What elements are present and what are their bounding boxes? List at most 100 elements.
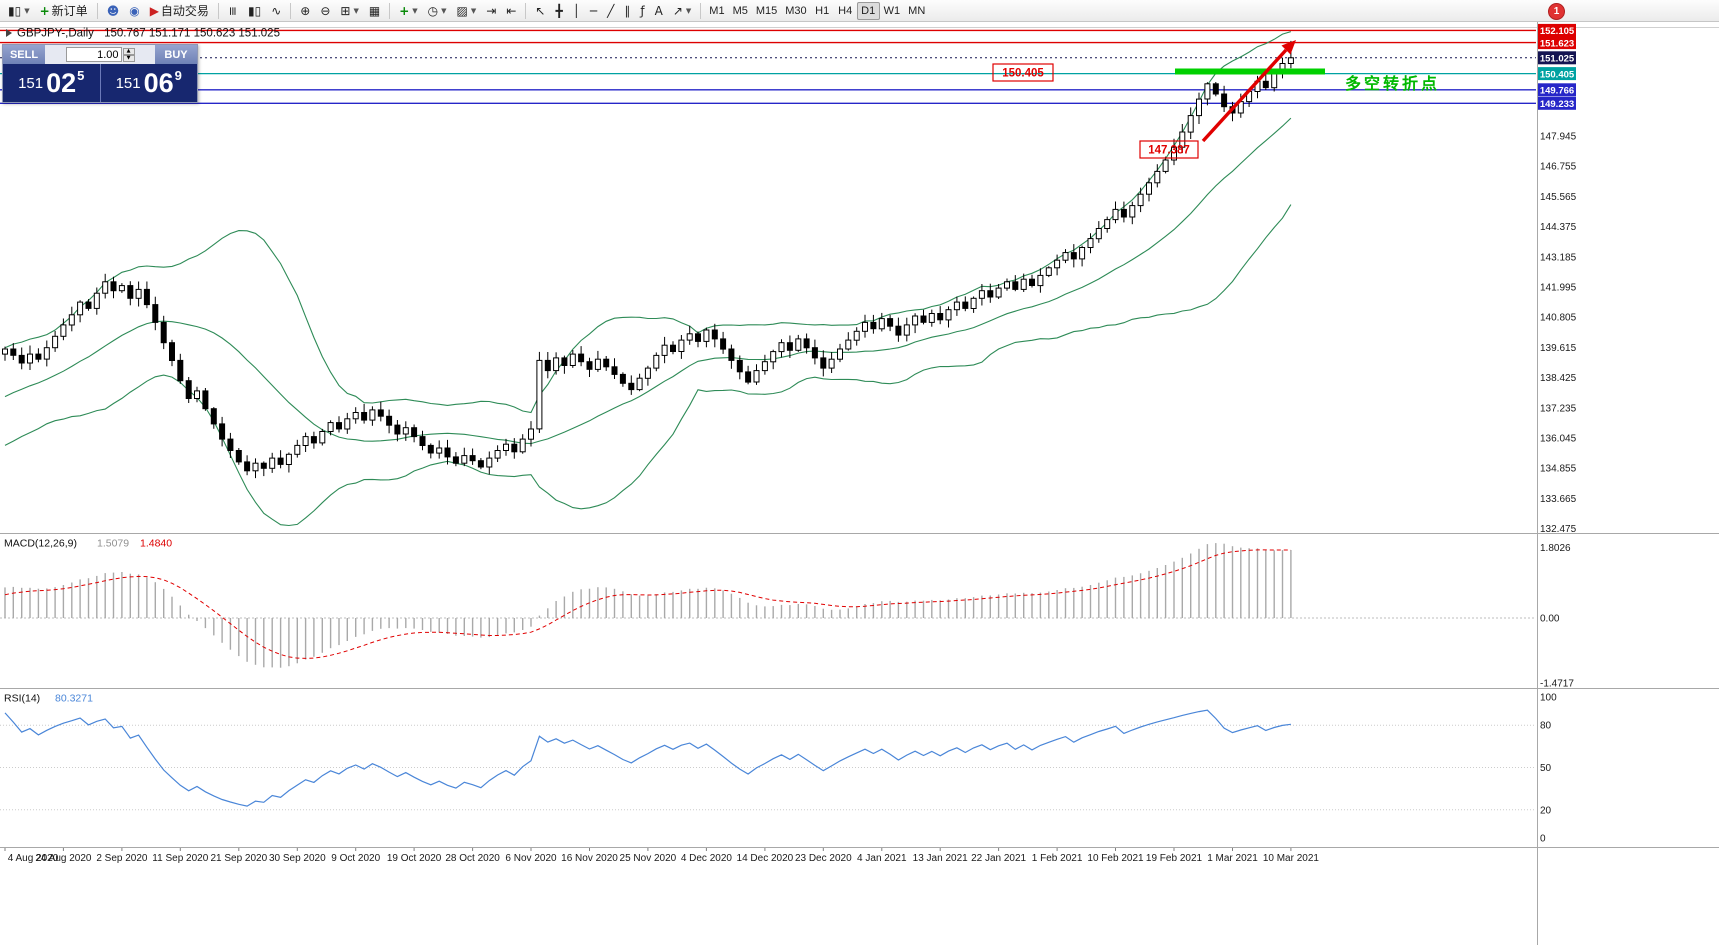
sell-price[interactable]: 151 02 5 (3, 64, 101, 102)
candle-body (1204, 83, 1211, 100)
zoom-out-button[interactable]: ⊖ (315, 1, 335, 21)
candle-body (770, 351, 777, 363)
arrange-windows-button[interactable]: ▦ (364, 1, 385, 21)
timeframe-h1-button[interactable]: H1 (811, 2, 834, 20)
toolbar-separator (525, 2, 527, 19)
candle-body (361, 412, 368, 421)
chart-window-button[interactable]: ▮▯ ▼ (3, 1, 35, 21)
price-scale-label: 139.615 (1540, 343, 1577, 354)
candle-body (1262, 80, 1269, 89)
candle-body (227, 438, 234, 452)
horizontal-line-button[interactable]: ─ (585, 1, 602, 21)
volume-up-button[interactable]: ▲ (122, 47, 135, 55)
candle-body (920, 315, 927, 323)
new-chart-button[interactable]: ⊞ ▼ (335, 1, 363, 21)
candle-body (1212, 83, 1219, 95)
timeframe-h4-button[interactable]: H4 (834, 2, 857, 20)
annotation-text: 147.387 (1148, 145, 1190, 157)
new-order-button[interactable]: + 新订单 (35, 1, 93, 21)
volume-down-button[interactable]: ▼ (122, 54, 135, 62)
periods-button[interactable]: ◷ ▼ (423, 1, 452, 21)
support-zone-bar[interactable] (1175, 68, 1325, 75)
timeframe-m15-button[interactable]: M15 (752, 2, 781, 20)
arrows-tool-button[interactable]: ↗ ▼ (668, 1, 696, 21)
candle-body (987, 290, 994, 298)
candle-body (77, 301, 84, 316)
timeframe-m5-button[interactable]: M5 (729, 2, 752, 20)
candle-body (1095, 228, 1102, 240)
candle-body (578, 353, 585, 363)
ohlc-text: 150.767 151.171 150.623 151.025 (104, 28, 280, 40)
macd-scale-label: 0.00 (1540, 614, 1560, 625)
autoscroll-button[interactable]: ⇥ (481, 1, 501, 21)
timeframe-m1-button[interactable]: M1 (705, 2, 728, 20)
templates-button[interactable]: ▨ ▼ (452, 1, 482, 21)
candle-body (185, 380, 192, 400)
timeframe-m30-button[interactable]: M30 (781, 2, 810, 20)
buy-price[interactable]: 151 06 9 (101, 64, 198, 102)
fibonacci-button[interactable]: ƒ (635, 1, 649, 21)
volume-stepper: ▲ ▼ (122, 47, 135, 62)
candle-body (427, 444, 434, 454)
line-chart-button[interactable]: ∿ (266, 1, 286, 21)
rsi-scale-label: 50 (1540, 763, 1552, 774)
toolbar-separator (389, 2, 391, 19)
price-marker-box (1538, 23, 1576, 37)
autotrading-play-icon: ▶ (149, 3, 159, 18)
candle-body (1070, 252, 1077, 260)
trendline-icon: ╱ (607, 3, 615, 18)
accounts-button[interactable]: ☻ (102, 1, 125, 21)
buy-price-pips: 06 (143, 67, 174, 98)
timeframe-w1-button[interactable]: W1 (880, 2, 905, 20)
rsi-scale-label: 100 (1540, 693, 1557, 704)
crosshair-button[interactable]: ╋ (550, 1, 567, 21)
candle-body (60, 324, 67, 337)
candle-body (1162, 159, 1169, 172)
dropdown-caret-icon: ▼ (353, 6, 359, 15)
template-icon: ▨ (456, 3, 468, 18)
trend-arrow[interactable] (1201, 40, 1296, 143)
cursor-button[interactable]: ↖ (530, 1, 550, 21)
candle-body (1104, 219, 1111, 230)
date-label: 9 Oct 2020 (331, 853, 380, 864)
zoom-in-button[interactable]: ⊕ (295, 1, 315, 21)
cn-note-text[interactable]: 多空转折点 (1345, 74, 1440, 93)
candle-body (219, 423, 226, 440)
trendline-button[interactable]: ╱ (602, 1, 619, 21)
volume-input[interactable] (65, 47, 122, 62)
price-scale-label: 137.235 (1540, 403, 1577, 414)
price-scale[interactable]: 147.945 146.755 145.565 144.375 143.185 141.9… (1538, 23, 1577, 845)
candle-body (285, 453, 292, 465)
candle-body (970, 297, 977, 309)
bar-chart-button[interactable]: ≡ (223, 1, 243, 21)
price-scale-label: 134.855 (1540, 464, 1577, 475)
date-label: 14 Dec 2020 (737, 853, 794, 864)
indicators-button[interactable]: + ▼ (394, 1, 422, 21)
rsi-label-group: RSI(14) 80.3271 (4, 693, 93, 705)
price-marker-box (1538, 51, 1576, 65)
candle-body (1045, 267, 1052, 276)
candle-body (711, 329, 718, 340)
bollinger-middle-band (4, 117, 1292, 445)
community-button[interactable]: ◉ (124, 1, 144, 21)
candle-chart-button[interactable]: ▮▯ (243, 1, 266, 21)
candle-body (260, 462, 267, 469)
candle-body (753, 370, 760, 383)
notification-badge[interactable]: 1 (1548, 3, 1565, 20)
autotrading-button[interactable]: ▶ 自动交易 (145, 1, 214, 21)
sell-button[interactable]: SELL (3, 45, 45, 64)
channel-button[interactable]: ∥ (619, 1, 635, 21)
breakout-label-box[interactable]: 147.387 (1139, 140, 1199, 159)
buy-button[interactable]: BUY (155, 45, 197, 64)
chart-shift-button[interactable]: ⇤ (501, 1, 521, 21)
text-tool-button[interactable]: A (650, 1, 668, 21)
resistance-label-box[interactable]: 150.405 (992, 63, 1054, 82)
timeframe-mn-button[interactable]: MN (904, 2, 929, 20)
vertical-line-button[interactable]: │ (568, 1, 585, 21)
line-chart-icon: ∿ (271, 3, 282, 18)
date-label: 1 Feb 2021 (1032, 853, 1083, 864)
candle-body (102, 281, 109, 294)
timeframe-d1-button[interactable]: D1 (856, 1, 880, 20)
